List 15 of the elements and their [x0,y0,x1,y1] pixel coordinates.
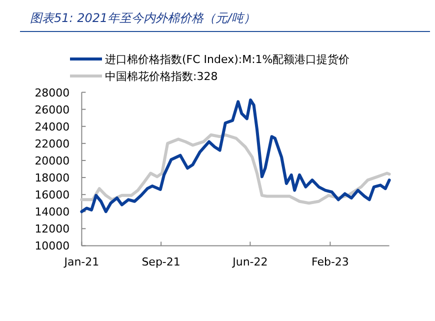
title: 图表51: 2021年至今内外棉价格（元/吨） [30,11,256,25]
y-tick-label: 20000 [34,154,70,168]
x-tick-label: Feb-23 [311,256,349,269]
y-tick-label: 18000 [34,172,70,185]
y-tick-label: 24000 [34,120,70,134]
y-tick-label: 22000 [34,137,70,150]
x-tick-label: Jun-22 [232,256,268,269]
x-tick-label: Sep-21 [142,256,180,269]
y-tick-label: 12000 [34,222,70,236]
y-tick-label: 26000 [34,103,70,116]
y-tick-label: 28000 [34,86,70,100]
y-tick-label: 16000 [34,188,70,202]
y-tick-label: 10000 [34,240,70,253]
y-tick-label: 14000 [34,206,70,219]
x-tick-label: Jan-21 [63,256,100,269]
